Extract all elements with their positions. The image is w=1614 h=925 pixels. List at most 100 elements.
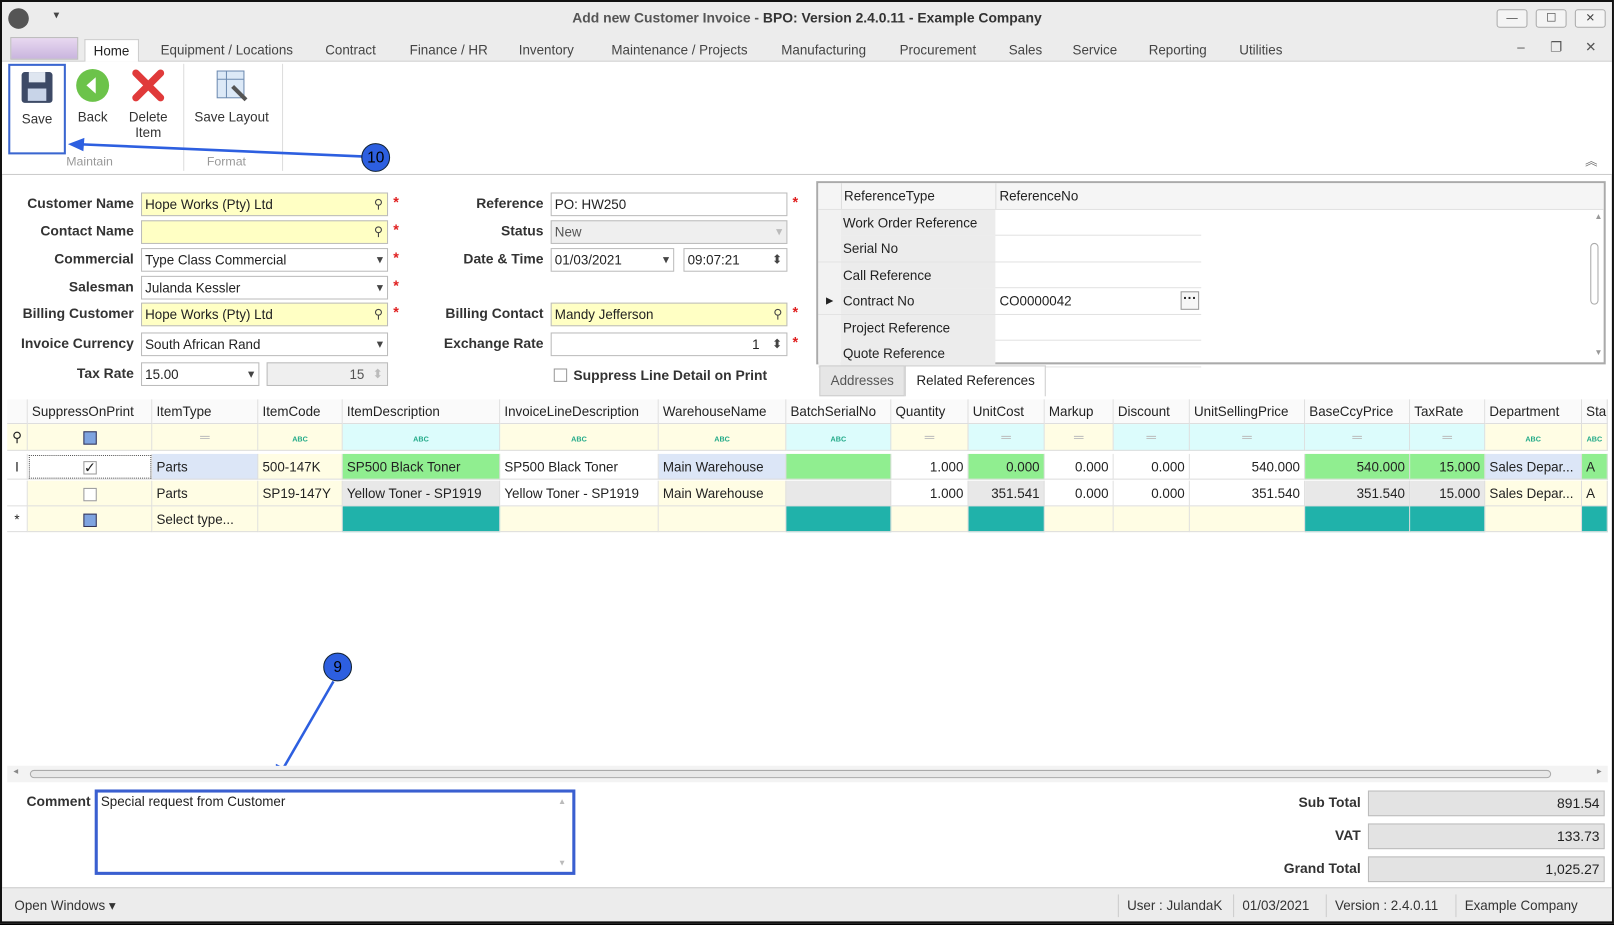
grid-cell[interactable]: 15.000 <box>1410 453 1486 480</box>
column-header-taxrate[interactable]: TaxRate <box>1410 399 1486 425</box>
filter-cell[interactable]: ABC <box>658 424 787 451</box>
filter-cell[interactable]: ABC <box>1582 424 1608 451</box>
time-field[interactable]: 09:07:21 ⬍ <box>683 248 788 272</box>
app-icon[interactable] <box>8 8 29 29</box>
grid-cell[interactable] <box>1485 506 1583 533</box>
column-header-itemdescription[interactable]: ItemDescription <box>342 399 501 425</box>
grid-cell[interactable]: 15.000 <box>1410 480 1486 507</box>
grid-cell[interactable]: 351.541 <box>968 480 1045 507</box>
vertical-scrollbar-thumb[interactable] <box>1590 242 1599 305</box>
filter-pin-icon[interactable]: ⚲ <box>7 424 28 451</box>
filter-cell[interactable]: ABC <box>786 424 892 451</box>
status-field[interactable]: New ▾ <box>550 220 788 244</box>
column-header-quantity[interactable]: Quantity <box>891 399 969 425</box>
grid-cell[interactable]: Yellow Toner - SP1919 <box>342 480 501 507</box>
suppress-line-detail-checkbox[interactable] <box>553 368 568 382</box>
tab-manufacturing[interactable]: Manufacturing <box>781 42 867 58</box>
grid-cell[interactable]: Parts <box>152 453 259 480</box>
grid-cell[interactable] <box>1113 506 1190 533</box>
mdi-close-icon[interactable]: ✕ <box>1585 39 1597 55</box>
open-windows-button[interactable]: Open Windows ▾ <box>14 897 116 913</box>
column-header-invoicelinedescription[interactable]: InvoiceLineDescription <box>500 399 659 425</box>
reference-no[interactable] <box>995 209 1201 235</box>
column-header-unitcost[interactable]: UnitCost <box>968 399 1045 425</box>
reference-no[interactable] <box>995 262 1201 288</box>
grid-cell[interactable]: SP500 Black Toner <box>500 453 659 480</box>
contact-name-field[interactable]: ⚲ <box>141 220 389 244</box>
maximize-button[interactable]: ☐ <box>1535 9 1567 28</box>
grid-cell[interactable]: 351.540 <box>1189 480 1306 507</box>
filter-cell[interactable]: ═ <box>1410 424 1486 451</box>
grid-cell[interactable]: 540.000 <box>1305 453 1411 480</box>
column-header-markup[interactable]: Markup <box>1044 399 1114 425</box>
scrollbar-thumb[interactable] <box>29 769 1552 779</box>
salesman-field[interactable]: Julanda Kessler ▾ <box>141 275 389 300</box>
collapse-ribbon-icon[interactable]: ︽ <box>1585 154 1598 169</box>
column-header-itemcode[interactable]: ItemCode <box>258 399 343 425</box>
grid-cell[interactable] <box>342 506 501 533</box>
app-menu-button[interactable] <box>10 37 79 60</box>
reference-no[interactable] <box>995 341 1201 367</box>
grid-cell[interactable]: 0.000 <box>1113 453 1190 480</box>
filter-cell[interactable]: ═ <box>1189 424 1306 451</box>
grid-cell[interactable]: 500-147K <box>258 453 343 480</box>
column-header-batchserialno[interactable]: BatchSerialNo <box>786 399 892 425</box>
invoice-currency-field[interactable]: South African Rand ▾ <box>141 332 389 357</box>
horizontal-scrollbar[interactable]: ◂ ▸ <box>7 765 1608 783</box>
minimize-button[interactable]: — <box>1496 9 1528 28</box>
filter-cell[interactable]: ═ <box>152 424 259 451</box>
tab-sales[interactable]: Sales <box>1008 42 1043 58</box>
billing-customer-field[interactable]: Hope Works (Pty) Ltd ⚲ <box>141 302 389 327</box>
tab-service[interactable]: Service <box>1072 42 1118 58</box>
column-header-baseccyprice[interactable]: BaseCcyPrice <box>1305 399 1411 425</box>
grid-cell[interactable] <box>1305 506 1411 533</box>
filter-cell[interactable]: ═ <box>1044 424 1114 451</box>
grid-cell[interactable]: SP500 Black Toner <box>342 453 501 480</box>
grid-cell[interactable] <box>658 506 787 533</box>
filter-cell[interactable]: ABC <box>1485 424 1583 451</box>
date-time-field[interactable]: 01/03/2021 ▾ <box>550 248 675 272</box>
grid-cell[interactable]: Sales Depar... <box>1485 480 1583 507</box>
column-header-department[interactable]: Department <box>1485 399 1583 425</box>
tab-utilities[interactable]: Utilities <box>1239 42 1283 58</box>
filter-cell[interactable]: ═ <box>968 424 1045 451</box>
column-header-unitsellingprice[interactable]: UnitSellingPrice <box>1189 399 1306 425</box>
tab-equipment-locations[interactable]: Equipment / Locations <box>160 42 293 58</box>
reference-row[interactable]: Quote Reference <box>818 340 1202 367</box>
reference-row[interactable]: ▶ Contract No CO0000042 ··· <box>818 288 1202 315</box>
suppress-checkbox[interactable] <box>82 513 97 528</box>
reference-no[interactable]: CO0000042 <box>999 293 1072 309</box>
grid-cell[interactable]: 540.000 <box>1189 453 1306 480</box>
close-button[interactable]: ✕ <box>1574 9 1606 28</box>
column-header-warehousename[interactable]: WarehouseName <box>658 399 787 425</box>
grid-cell[interactable] <box>786 480 892 507</box>
back-button[interactable]: Back <box>68 64 117 148</box>
reference-no[interactable] <box>995 236 1201 262</box>
filter-cell[interactable]: ABC <box>342 424 501 451</box>
grid-cell[interactable]: Sales Depar... <box>1485 453 1583 480</box>
grid-cell[interactable]: ✓ <box>27 453 153 480</box>
save-button[interactable]: Save <box>8 63 66 155</box>
grid-cell[interactable] <box>786 506 892 533</box>
reference-no[interactable] <box>995 314 1201 340</box>
filter-cell[interactable]: ABC <box>500 424 659 451</box>
filter-cell[interactable]: ═ <box>891 424 969 451</box>
row-indicator[interactable]: I <box>7 453 28 480</box>
tab-maintenance-projects[interactable]: Maintenance / Projects <box>611 42 748 58</box>
grid-cell[interactable]: 1.000 <box>891 480 969 507</box>
grid-cell[interactable]: A <box>1582 480 1608 507</box>
grid-cell[interactable]: Main Warehouse <box>658 453 787 480</box>
reference-row[interactable]: Project Reference <box>818 314 1202 341</box>
grid-cell[interactable] <box>968 506 1045 533</box>
tab-related-references[interactable]: Related References <box>905 365 1047 397</box>
grid-cell[interactable]: 0.000 <box>1113 480 1190 507</box>
customer-name-field[interactable]: Hope Works (Pty) Ltd ⚲ <box>141 192 389 217</box>
tab-procurement[interactable]: Procurement <box>899 42 977 58</box>
reference-row[interactable]: Call Reference <box>818 261 1202 289</box>
tab-finance-hr[interactable]: Finance / HR <box>409 42 488 58</box>
grid-cell[interactable] <box>1582 506 1608 533</box>
tab-contract[interactable]: Contract <box>325 42 376 58</box>
grid-cell[interactable] <box>1044 506 1114 533</box>
grid-cell[interactable] <box>1410 506 1486 533</box>
scroll-down-icon[interactable]: ▼ <box>1594 347 1603 358</box>
